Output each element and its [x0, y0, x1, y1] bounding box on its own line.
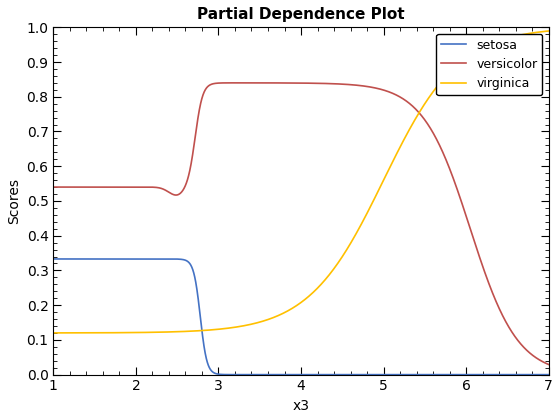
virginica — [535, 29, 542, 34]
versicolor — [232, 80, 239, 85]
virginica — [106, 330, 113, 335]
setosa — [319, 372, 325, 377]
setosa — [262, 372, 268, 377]
versicolor — [50, 184, 57, 189]
X-axis label: x3: x3 — [292, 399, 310, 413]
versicolor — [240, 80, 247, 85]
Line: versicolor: versicolor — [53, 83, 549, 365]
setosa — [536, 372, 543, 377]
setosa — [240, 372, 246, 377]
versicolor — [536, 357, 543, 362]
versicolor — [545, 362, 552, 367]
versicolor — [482, 273, 489, 278]
Line: virginica: virginica — [53, 31, 549, 333]
setosa — [50, 257, 57, 262]
virginica — [545, 29, 552, 34]
virginica — [482, 44, 489, 49]
setosa — [482, 372, 489, 377]
virginica — [50, 331, 57, 336]
setosa — [545, 372, 552, 377]
Title: Partial Dependence Plot: Partial Dependence Plot — [197, 7, 405, 22]
virginica — [136, 330, 143, 335]
versicolor — [136, 184, 143, 189]
setosa — [106, 257, 113, 262]
Y-axis label: Scores: Scores — [7, 178, 21, 224]
virginica — [240, 323, 246, 328]
setosa — [136, 257, 143, 262]
virginica — [262, 318, 268, 323]
versicolor — [262, 80, 268, 85]
Legend: setosa, versicolor, virginica: setosa, versicolor, virginica — [436, 34, 543, 95]
Line: setosa: setosa — [53, 259, 549, 375]
versicolor — [106, 184, 113, 189]
